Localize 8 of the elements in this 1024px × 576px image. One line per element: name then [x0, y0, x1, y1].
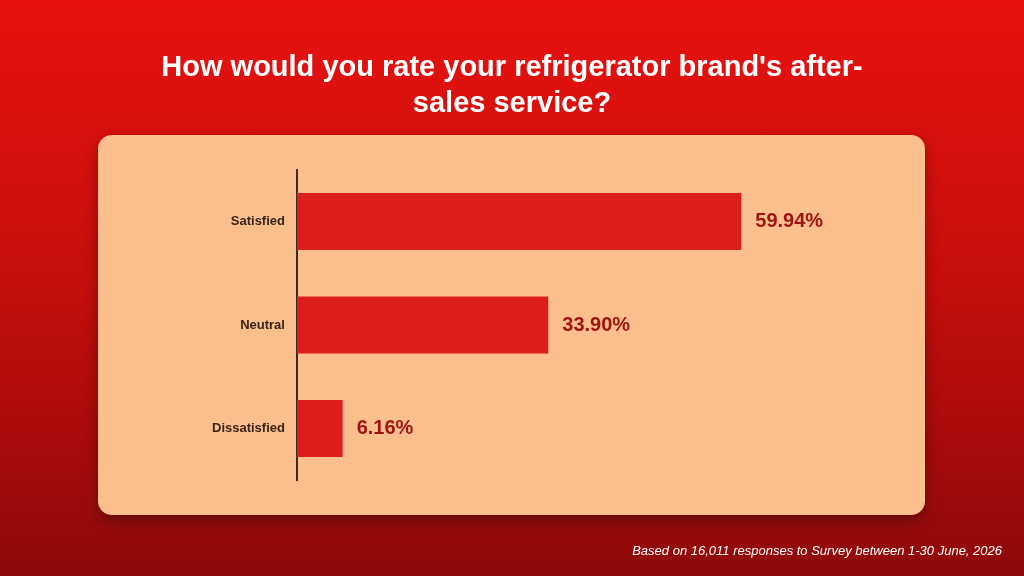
y-tick-label: Dissatisfied	[211, 420, 286, 436]
text: Based on 16,011 responses to Survey between 1-30 June, 2026	[632, 543, 1002, 558]
y-tick-label: Neutral	[240, 316, 285, 332]
chart-title: How would you rate your refrigerator brand's after-sales service?	[160, 49, 864, 120]
data-label: 59.94%	[755, 209, 824, 232]
data-label: 6.16%	[356, 415, 414, 438]
data-label: 33.90%	[562, 312, 631, 335]
y-tick-label: Satisfied	[230, 213, 286, 229]
